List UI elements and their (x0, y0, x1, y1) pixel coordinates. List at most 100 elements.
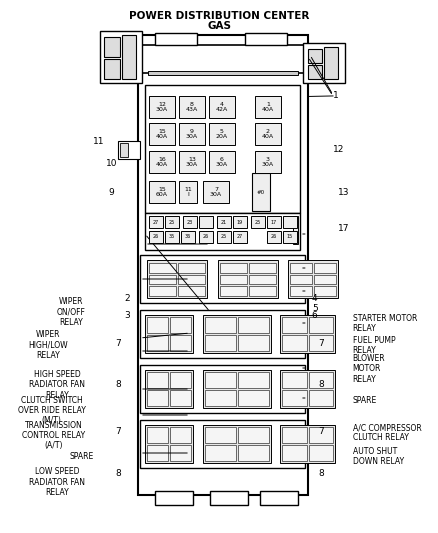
Bar (203, 315, 271, 353)
Bar (308, 372, 333, 388)
Bar (145, 315, 193, 353)
Bar (205, 335, 236, 351)
Bar (209, 151, 235, 173)
Bar (220, 263, 247, 273)
Bar (238, 445, 269, 461)
Text: 8: 8 (115, 469, 121, 478)
Text: TRANSMISSION
CONTROL RELAY
(A/T): TRANSMISSION CONTROL RELAY (A/T) (22, 421, 85, 450)
Bar (288, 260, 338, 298)
Text: 12: 12 (333, 145, 344, 154)
Bar (290, 274, 312, 284)
Bar (205, 372, 236, 388)
Text: 8: 8 (318, 469, 324, 478)
Bar (249, 274, 276, 284)
Bar (209, 96, 235, 118)
Bar (308, 445, 333, 461)
Bar (282, 372, 307, 388)
Text: A/C COMPRESSOR
CLUTCH RELAY: A/C COMPRESSOR CLUTCH RELAY (353, 423, 421, 442)
Text: 11
I: 11 I (184, 187, 192, 197)
Text: LOW SPEED
RADIATOR FAN
RELAY: LOW SPEED RADIATOR FAN RELAY (29, 467, 85, 497)
Bar (147, 335, 168, 351)
Text: 6
30A: 6 30A (216, 157, 228, 167)
Bar (149, 123, 175, 145)
Text: 27: 27 (153, 220, 159, 224)
Text: 7: 7 (115, 340, 121, 348)
Bar (282, 317, 307, 333)
Bar (170, 427, 191, 443)
Bar (149, 151, 175, 173)
Bar (205, 390, 236, 406)
Bar (104, 59, 120, 79)
Bar (147, 372, 168, 388)
Bar (100, 31, 142, 83)
Bar (220, 286, 247, 296)
Bar (170, 335, 191, 351)
Text: 9
30A: 9 30A (186, 128, 198, 140)
Bar (249, 286, 276, 296)
Text: 15: 15 (287, 235, 293, 239)
Text: 1
40A: 1 40A (262, 102, 274, 112)
Text: 25: 25 (221, 235, 227, 239)
Bar (205, 445, 236, 461)
Bar (170, 445, 191, 461)
Bar (314, 263, 336, 273)
Bar (128, 45, 318, 73)
Bar (149, 286, 176, 296)
Text: 26: 26 (271, 235, 277, 239)
Text: SPARE: SPARE (70, 453, 94, 461)
Bar (203, 425, 271, 463)
Text: WIPER
HIGH/LOW
RELAY: WIPER HIGH/LOW RELAY (28, 330, 68, 360)
Bar (147, 390, 168, 406)
Bar (308, 65, 322, 79)
Bar (199, 231, 213, 243)
Text: 23: 23 (187, 220, 193, 224)
Text: CLUTCH SWITCH
OVER RIDE RELAY
(M/T): CLUTCH SWITCH OVER RIDE RELAY (M/T) (18, 395, 85, 425)
Text: AUTO SHUT
DOWN RELAY: AUTO SHUT DOWN RELAY (353, 447, 404, 466)
Bar (183, 216, 197, 228)
Text: BLOWER
MOTOR
RELAY: BLOWER MOTOR RELAY (353, 354, 385, 384)
Bar (220, 274, 247, 284)
Bar (255, 123, 281, 145)
Bar (290, 263, 312, 273)
Bar (255, 96, 281, 118)
Text: 2
40A: 2 40A (262, 128, 274, 140)
Bar (308, 427, 333, 443)
Bar (267, 216, 281, 228)
Text: 27: 27 (237, 235, 243, 239)
Bar (145, 85, 300, 213)
Bar (233, 231, 247, 243)
Bar (249, 263, 276, 273)
Bar (149, 216, 163, 228)
Text: 17: 17 (271, 220, 277, 224)
Bar (149, 263, 176, 273)
Text: 25: 25 (169, 220, 175, 224)
Bar (293, 216, 298, 244)
Text: 8: 8 (318, 381, 324, 389)
Bar (210, 491, 248, 505)
Bar (308, 49, 322, 63)
Bar (238, 427, 269, 443)
Bar (179, 123, 205, 145)
Text: 8
43A: 8 43A (186, 102, 198, 112)
Bar (170, 372, 191, 388)
Bar (205, 427, 236, 443)
Bar (120, 143, 128, 157)
Bar (283, 216, 297, 228)
Bar (181, 231, 195, 243)
Text: 12
30A: 12 30A (156, 102, 168, 112)
Text: 25: 25 (255, 220, 261, 224)
Bar (233, 216, 247, 228)
Bar (147, 445, 168, 461)
Bar (149, 231, 163, 243)
Bar (290, 286, 312, 296)
Bar (280, 315, 335, 353)
Bar (308, 335, 333, 351)
Text: SPARE: SPARE (353, 397, 377, 405)
Bar (179, 96, 205, 118)
Text: 21: 21 (221, 220, 227, 224)
Bar (155, 491, 193, 505)
Bar (148, 71, 298, 75)
Bar (165, 216, 179, 228)
Text: 36: 36 (185, 235, 191, 239)
Bar (145, 370, 193, 408)
